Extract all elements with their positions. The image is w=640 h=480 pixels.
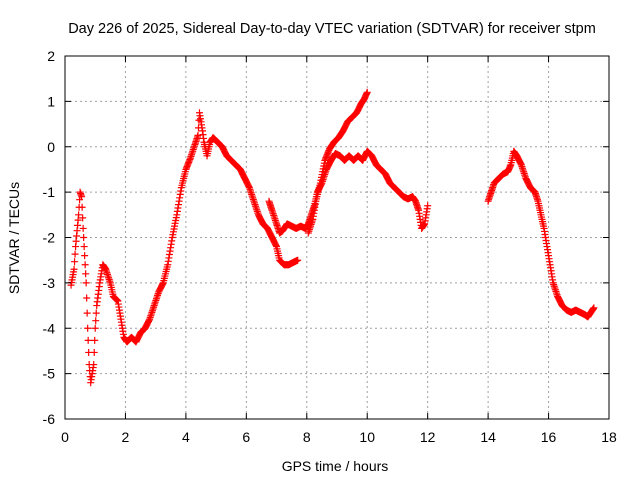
- data-point: [81, 261, 89, 269]
- data-points: [67, 88, 598, 387]
- data-point: [294, 256, 302, 264]
- y-tick-label: 2: [47, 48, 55, 64]
- data-point: [78, 193, 86, 201]
- data-point: [71, 250, 79, 258]
- x-tick-label: 0: [61, 429, 69, 445]
- data-point: [70, 265, 78, 273]
- y-tick-label: -2: [43, 230, 56, 246]
- y-tick-label: -3: [43, 275, 56, 291]
- x-tick-label: 18: [601, 429, 617, 445]
- data-point: [84, 336, 92, 344]
- data-point: [78, 203, 86, 211]
- data-point: [83, 294, 91, 302]
- data-point: [424, 202, 432, 210]
- x-tick-label: 2: [122, 429, 130, 445]
- data-point: [90, 348, 98, 356]
- data-point: [91, 324, 99, 332]
- x-tick-label: 12: [420, 429, 436, 445]
- data-point: [92, 309, 100, 317]
- data-point: [81, 252, 89, 260]
- y-tick-label: -4: [43, 320, 56, 336]
- data-point: [82, 270, 90, 278]
- data-point: [75, 211, 83, 219]
- data-point: [84, 324, 92, 332]
- data-point: [79, 214, 87, 222]
- data-point: [79, 224, 87, 232]
- y-axis-label: SDTVAR / TECUs: [6, 182, 22, 294]
- y-tick-label: -1: [43, 184, 56, 200]
- y-tick-label: -5: [43, 366, 56, 382]
- x-tick-label: 6: [242, 429, 250, 445]
- data-point: [80, 243, 88, 251]
- data-point: [80, 234, 88, 241]
- y-tick-label: 1: [47, 93, 55, 109]
- data-point: [363, 88, 371, 96]
- data-point: [92, 317, 100, 325]
- x-tick-label: 14: [480, 429, 496, 445]
- data-point: [90, 361, 98, 369]
- y-tick-label: 0: [47, 139, 55, 155]
- data-point: [71, 258, 79, 266]
- data-point: [91, 336, 99, 344]
- grid: [65, 56, 609, 419]
- x-tick-label: 10: [359, 429, 375, 445]
- y-tick-label: -6: [43, 411, 56, 427]
- x-tick-label: 4: [182, 429, 190, 445]
- chart-title: Day 226 of 2025, Sidereal Day-to-day VTE…: [68, 21, 596, 37]
- x-axis-label: GPS time / hours: [282, 458, 389, 474]
- data-point: [82, 279, 90, 287]
- data-point: [590, 304, 598, 312]
- data-point: [83, 309, 91, 317]
- x-tick-label: 16: [541, 429, 557, 445]
- data-point: [194, 131, 202, 139]
- x-tick-label: 8: [303, 429, 311, 445]
